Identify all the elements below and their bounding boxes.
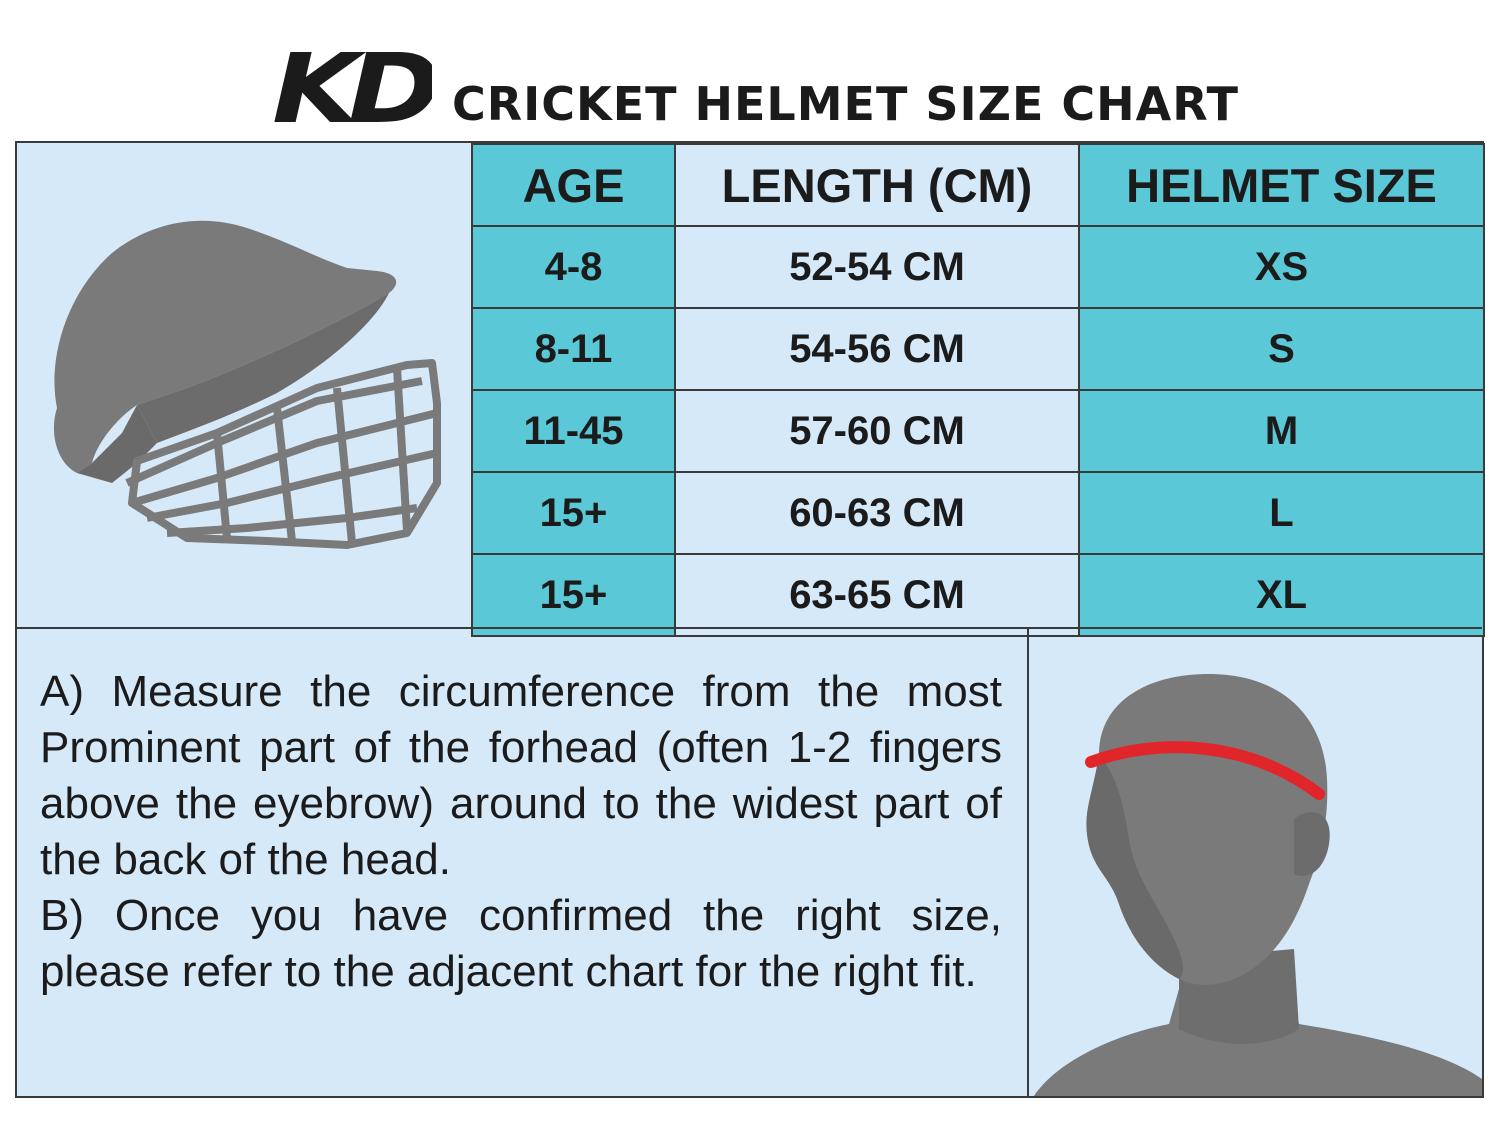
table-header-row: AGE LENGTH (CM) HELMET SIZE: [471, 143, 1485, 227]
size-table: AGE LENGTH (CM) HELMET SIZE 4-8 52-54 CM…: [471, 143, 1485, 637]
table-row: 11-45 57-60 CM M: [471, 389, 1485, 473]
cell-size: S: [1078, 307, 1485, 391]
logo-text: KD: [272, 52, 432, 126]
header: KD CRICKET HELMET SIZE CHART: [0, 0, 1500, 140]
table-row: 4-8 52-54 CM XS: [471, 225, 1485, 309]
vertical-divider: [1027, 629, 1029, 1096]
cell-age: 11-45: [471, 389, 676, 473]
column-header-helmet-size: HELMET SIZE: [1078, 143, 1485, 227]
cell-age: 15+: [471, 471, 676, 555]
measurement-instructions: A) Measure the circumference from the mo…: [40, 664, 1002, 1000]
cell-age: 8-11: [471, 307, 676, 391]
helmet-illustration-icon: [53, 220, 441, 549]
instruction-step-a: A) Measure the circumference from the mo…: [40, 667, 1002, 884]
column-header-length: LENGTH (CM): [674, 143, 1080, 227]
cell-age: 4-8: [471, 225, 676, 309]
cell-size: M: [1078, 389, 1485, 473]
horizontal-divider: [17, 627, 1482, 629]
cell-size: L: [1078, 471, 1485, 555]
cell-length: 57-60 CM: [674, 389, 1080, 473]
cell-age: 15+: [471, 553, 676, 637]
table-row: 8-11 54-56 CM S: [471, 307, 1485, 391]
cell-size: XL: [1078, 553, 1485, 637]
page-title: CRICKET HELMET SIZE CHART: [452, 77, 1239, 131]
cell-size: XS: [1078, 225, 1485, 309]
cell-length: 52-54 CM: [674, 225, 1080, 309]
cell-length: 54-56 CM: [674, 307, 1080, 391]
cell-length: 63-65 CM: [674, 553, 1080, 637]
column-header-age: AGE: [471, 143, 676, 227]
table-row: 15+ 60-63 CM L: [471, 471, 1485, 555]
head-measurement-illustration-icon: [1034, 674, 1482, 1096]
instruction-step-b: B) Once you have confirmed the right siz…: [40, 891, 1002, 996]
cell-length: 60-63 CM: [674, 471, 1080, 555]
table-row: 15+ 63-65 CM XL: [471, 553, 1485, 637]
kd-logo: KD: [272, 52, 432, 126]
